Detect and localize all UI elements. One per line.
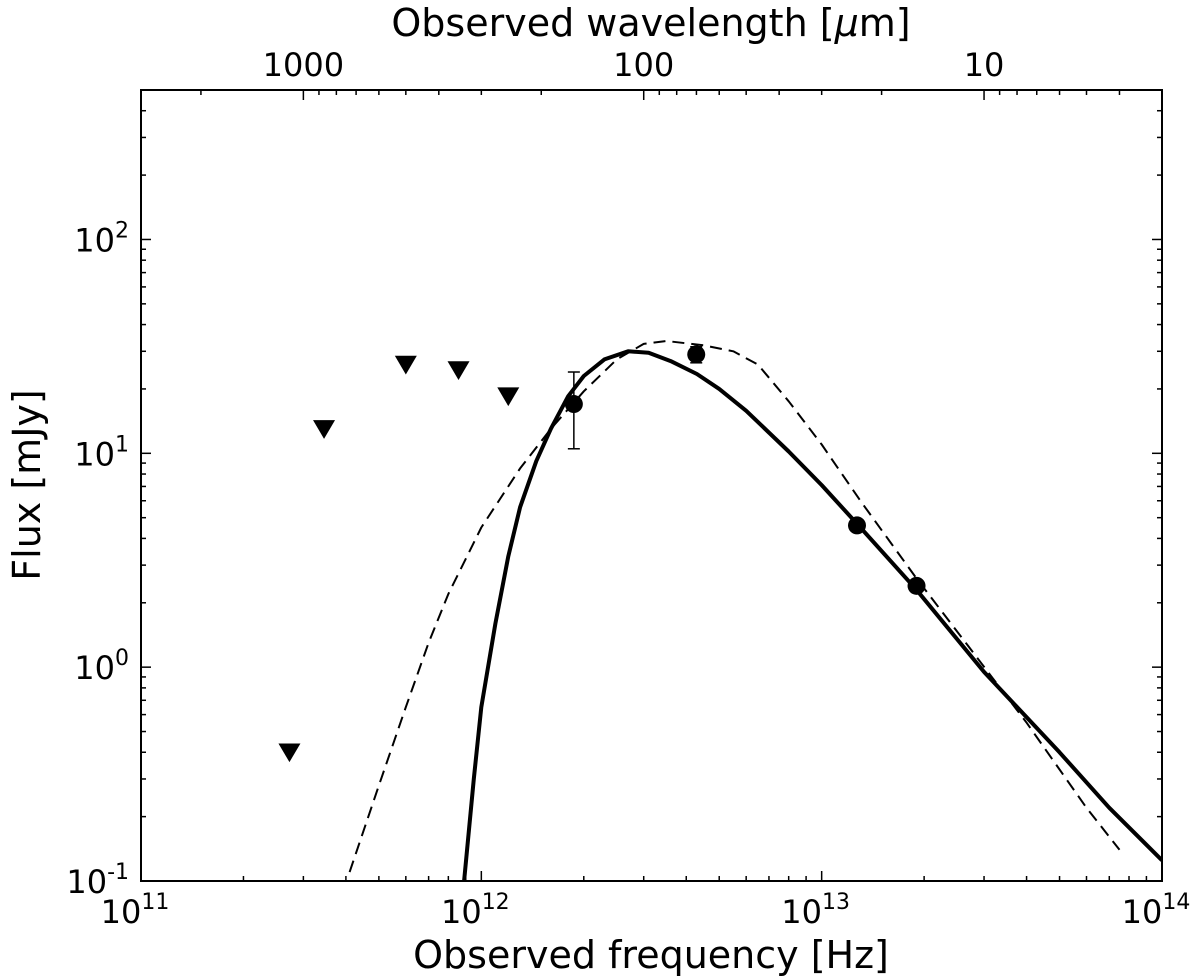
detection-point (687, 345, 706, 364)
plot-area (278, 340, 1162, 881)
upper-limit-marker (313, 420, 336, 439)
y-axis-title: Flux [mJy] (5, 389, 49, 580)
x-tick-label: 1013 (781, 890, 850, 931)
x2-tick-label: 1000 (263, 46, 344, 84)
x2-axis-title: Observed wavelength [μm] (391, 1, 910, 45)
detection-point (564, 395, 583, 414)
y-tick-label: 100 (74, 646, 129, 687)
y-tick-label: 102 (74, 218, 129, 259)
model-curve-dashed (348, 340, 1121, 873)
x2-tick-label: 100 (613, 46, 674, 84)
upper-limit-marker (278, 743, 301, 763)
upper-limit-marker (497, 387, 520, 407)
model-curve-solid (462, 349, 1162, 881)
x-tick-label: 1011 (101, 890, 170, 931)
detection-point (907, 576, 926, 595)
tick-labels: 1011 1012 1013 1014 10-1 100 101 102 1000 100 10 (66, 46, 1190, 931)
x-tick-label: 1014 (1122, 890, 1191, 931)
plot-frame (140, 89, 1163, 882)
ticks (140, 89, 1163, 882)
x-tick-label: 1012 (441, 890, 510, 931)
y-tick-label: 101 (74, 432, 129, 473)
upper-limit-marker (447, 361, 470, 380)
upper-limit-marker (394, 355, 417, 375)
x2-tick-label: 10 (964, 46, 1005, 84)
x-axis-title: Observed frequency [Hz] (413, 933, 889, 977)
y-tick-label: 10-1 (66, 860, 129, 901)
detection-point (847, 516, 866, 535)
